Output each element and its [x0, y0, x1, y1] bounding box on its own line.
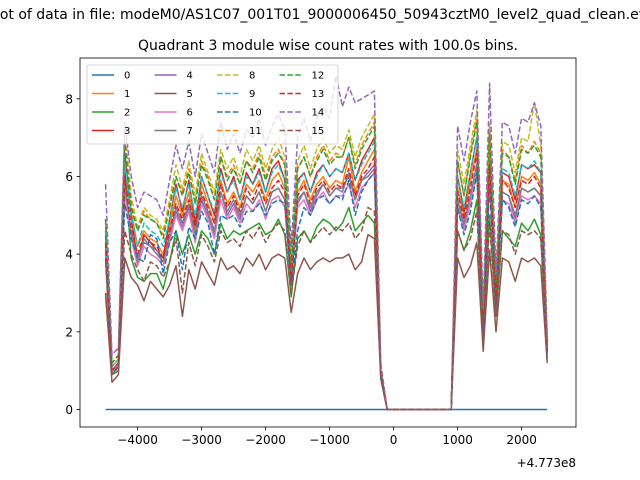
legend-label-9: 9 — [249, 89, 255, 100]
y-tick-label: 8 — [65, 92, 73, 106]
x-tick-label: 2000 — [506, 433, 537, 447]
y-tick-label: 2 — [65, 325, 73, 339]
x-tick-label: 1000 — [442, 433, 473, 447]
x-tick-label: −3000 — [181, 433, 222, 447]
y-tick-label: 4 — [65, 248, 73, 262]
series-line-15 — [104, 206, 548, 411]
series-line-1 — [104, 148, 548, 411]
legend-label-8: 8 — [249, 71, 255, 82]
x-axis: −4000 −3000 −2000 −1000 0 1000 2000 — [117, 427, 537, 447]
legend-box — [86, 64, 339, 145]
legend-label-11: 11 — [249, 126, 262, 137]
figure-suptitle: Plot of data in file: modeM0/AS1C07_001T… — [0, 7, 640, 23]
legend-label-1: 1 — [124, 89, 130, 100]
y-axis: 0 2 4 6 8 — [65, 92, 80, 417]
legend-label-4: 4 — [187, 71, 193, 82]
legend-label-7: 7 — [187, 126, 193, 137]
y-tick-label: 0 — [65, 403, 73, 417]
series-line-2 — [104, 167, 548, 411]
series-line-10 — [104, 171, 548, 411]
plot-area — [79, 57, 577, 428]
series-line-5 — [104, 233, 548, 411]
series-line-8 — [104, 101, 548, 411]
legend-label-6: 6 — [187, 108, 193, 119]
legend-label-12: 12 — [312, 71, 325, 82]
x-tick-label: 0 — [390, 433, 398, 447]
series-line-13 — [104, 152, 548, 411]
y-tick-label: 6 — [65, 170, 73, 184]
legend-label-5: 5 — [187, 89, 193, 100]
series-line-9 — [104, 136, 548, 411]
x-tick-label: −2000 — [245, 433, 286, 447]
axes-frame — [79, 57, 577, 428]
x-tick-label: −4000 — [117, 433, 158, 447]
legend-label-3: 3 — [124, 126, 130, 137]
series-line-7 — [104, 164, 548, 411]
x-offset-label: +4.773e8 — [517, 456, 576, 470]
legend-label-0: 0 — [124, 71, 130, 82]
legend-label-15: 15 — [312, 126, 325, 137]
series-line-12 — [104, 121, 548, 411]
chart-title: Quadrant 3 module wise count rates with … — [138, 38, 518, 54]
x-tick-label: −1000 — [309, 433, 350, 447]
legend-label-13: 13 — [312, 89, 325, 100]
legend-label-10: 10 — [249, 108, 262, 119]
legend-label-14: 14 — [312, 108, 325, 119]
legend-label-2: 2 — [124, 108, 130, 119]
